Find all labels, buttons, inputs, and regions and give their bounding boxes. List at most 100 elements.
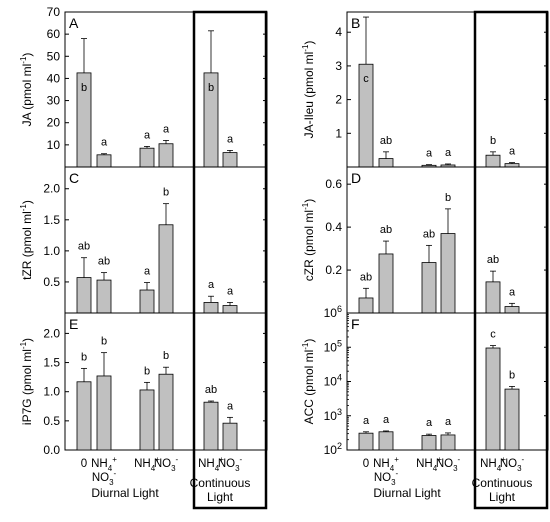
y-tick-label: 50 [47, 49, 61, 63]
y-tick-label: 0.0 [43, 443, 60, 457]
bar [421, 435, 437, 451]
bar [139, 289, 155, 314]
y-tick-label: 1.0 [43, 385, 60, 399]
significance-letter: b [144, 365, 150, 377]
y-tick-label: 2.0 [43, 326, 60, 340]
bar [139, 389, 155, 451]
significance-letter: b [81, 351, 87, 363]
y-tick-label: 2.0 [43, 182, 60, 196]
bar [421, 262, 437, 314]
y-tick-label: 1 [335, 126, 342, 140]
x-tick-label-line2: NO3- [92, 469, 117, 487]
bar [222, 305, 238, 314]
x-tick-label: NH4+ [91, 455, 117, 473]
panel-D: 0.2 0.4 0.6 cZR (pmol ml-1) Dab ab ab b ab a [301, 166, 549, 314]
y-tick-label: 0.6 [325, 177, 342, 191]
bar [378, 253, 394, 314]
bar [222, 422, 238, 451]
y-tick-label: 103 [324, 407, 342, 423]
x-tick-label-line2: NO3- [374, 469, 399, 487]
panel-letter: E [69, 316, 78, 332]
y-axis-label: tZR (pmol ml-1) [19, 200, 34, 280]
significance-letter: c [363, 73, 369, 85]
x-tick-label: NO3- [218, 455, 243, 473]
significance-letter: a [383, 414, 390, 426]
significance-letter: b [163, 350, 169, 362]
group-label-continuous-line2: Light [207, 490, 234, 504]
panel-frame [346, 11, 549, 168]
significance-letter: ab [205, 384, 217, 396]
significance-letter: b [81, 82, 87, 94]
bar [158, 143, 174, 168]
significance-letter: c [490, 329, 496, 341]
significance-letter: a [227, 285, 234, 297]
significance-letter: b [208, 82, 214, 94]
significance-letter: ab [380, 224, 392, 236]
panel-letter: C [69, 170, 79, 186]
group-label-diurnal: Diurnal Light [373, 486, 441, 500]
y-axis-label: JA-Ileu (pmol ml-1) [301, 41, 316, 139]
y-tick-label: 40 [47, 71, 61, 85]
significance-letter: ab [487, 254, 499, 266]
y-axis-label: cZR (pmol ml-1) [301, 199, 316, 281]
group-label-continuous: Continuous [190, 476, 251, 490]
significance-letter: a [445, 416, 452, 428]
y-tick-label: 1.5 [43, 213, 60, 227]
y-tick-label: 2 [335, 93, 342, 107]
x-tick-label: NO3- [500, 455, 525, 473]
bar [203, 401, 219, 451]
significance-letter: a [144, 129, 151, 141]
y-tick-label: 106 [324, 304, 342, 320]
bar [504, 306, 520, 314]
bar [485, 154, 501, 168]
significance-letter: ab [360, 271, 372, 283]
x-tick-label: NH4+ [198, 455, 224, 473]
y-tick-label: 0.4 [325, 220, 342, 234]
panel-letter: A [69, 15, 79, 31]
bar [440, 233, 456, 314]
bar [96, 375, 112, 451]
bar [485, 281, 501, 314]
panel-E: 0.0 0.5 1.0 1.5 2.0 iP7G (pmol ml-1) Eb b b b aba [19, 312, 268, 457]
y-axis-label: iP7G (pmol ml-1) [19, 338, 34, 425]
bar [76, 381, 92, 451]
significance-letter: b [101, 336, 107, 348]
significance-letter: b [445, 192, 451, 204]
bar [358, 432, 374, 451]
significance-letter: b [509, 369, 515, 381]
significance-letter: ab [78, 241, 90, 253]
bar [139, 147, 155, 168]
panel-letter: B [351, 15, 360, 31]
x-tick-label: NH4+ [134, 455, 160, 473]
bar [222, 152, 238, 168]
significance-letter: ab [98, 256, 110, 268]
bar [158, 373, 174, 451]
group-label-continuous: Continuous [472, 476, 533, 490]
y-tick-label: 4 [335, 25, 342, 39]
bar [96, 154, 112, 168]
significance-letter: a [101, 137, 108, 149]
significance-letter: a [509, 286, 516, 298]
significance-letter: a [363, 415, 370, 427]
y-tick-label: 30 [47, 94, 61, 108]
y-tick-label: 0.5 [43, 414, 60, 428]
bar [378, 158, 394, 168]
significance-letter: a [426, 148, 433, 160]
y-axis-label: JA (pmol ml-1) [19, 53, 34, 127]
bar [504, 163, 520, 168]
x-tick-label: NH4+ [373, 455, 399, 473]
group-label-diurnal: Diurnal Light [91, 486, 159, 500]
bar [378, 431, 394, 451]
y-tick-label: 1.5 [43, 356, 60, 370]
panel-letter: D [351, 170, 361, 186]
y-tick-label: 60 [47, 27, 61, 41]
bar [440, 434, 456, 451]
y-axis-label: ACC (pmol ml-1) [301, 339, 316, 425]
y-tick-label: 104 [324, 373, 342, 389]
